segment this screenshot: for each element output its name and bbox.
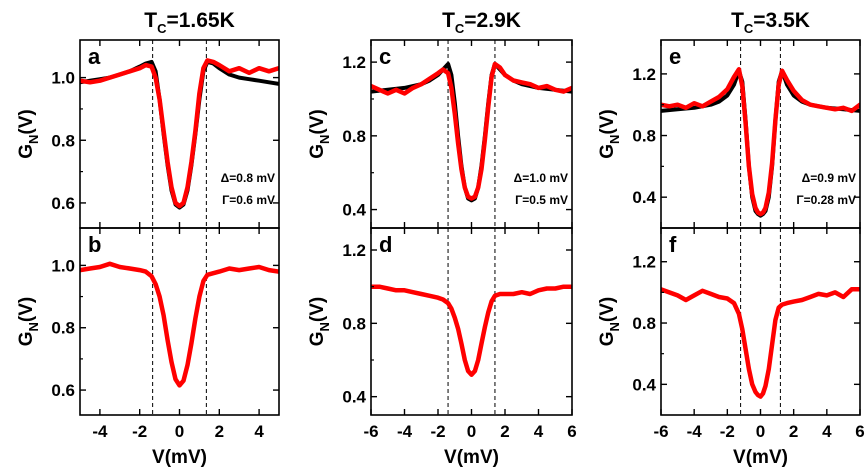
- y-tick-label: 1.2: [632, 65, 656, 84]
- panel-b: 0.6 0.8 1.0 -4 -2 0 2 4 b GN(V) V(mV): [16, 227, 280, 468]
- y-tick-label: 1.2: [632, 253, 656, 272]
- x-tick-label: -2: [132, 422, 147, 441]
- data-curve: [371, 284, 572, 377]
- series-group: [661, 67, 860, 218]
- y-axis-label: GN(V): [16, 297, 41, 347]
- x-tick-label: 0: [467, 422, 476, 441]
- panel-f: 0.4 0.8 1.2 -6 -4 -2 0 2 4 6 f GN(V) V(mV): [597, 227, 865, 468]
- y-tick-label: 0.6: [51, 381, 75, 400]
- y-tick-label: 0.8: [51, 319, 75, 338]
- plot-frame: [370, 227, 573, 416]
- y-tick-label: 1.0: [51, 256, 75, 275]
- column-title: TC=3.5K: [731, 9, 810, 36]
- y-axis-label: GN(V): [597, 297, 622, 347]
- y-tick-label: 1.2: [342, 241, 366, 260]
- series-group: [80, 58, 279, 210]
- series-group: [661, 287, 860, 399]
- x-tick-label: 2: [215, 422, 224, 441]
- panel-e: 0.4 0.8 1.2 e GN(V) Δ=0.9 mV Γ=0.28 mV TC=3.5K: [597, 9, 861, 229]
- data-curve: [371, 61, 572, 201]
- x-tick-label: 0: [175, 422, 184, 441]
- y-tick-label: 0.4: [342, 388, 366, 407]
- x-tick-label: -6: [653, 422, 668, 441]
- fit-parameter-label: Δ=1.0 mV: [514, 171, 568, 185]
- series-group: [80, 261, 279, 388]
- panel-letter: d: [379, 232, 392, 257]
- series-group: [371, 61, 572, 203]
- x-tick-label: -6: [363, 422, 378, 441]
- data-curve: [661, 287, 860, 399]
- data-curve: [661, 67, 860, 217]
- x-axis-label: V(mV): [152, 447, 207, 468]
- y-tick-label: 0.6: [51, 194, 75, 213]
- fit-parameter-label: Γ=0.6 mV: [222, 193, 275, 207]
- panel-letter: b: [88, 232, 101, 257]
- y-axis-label: GN(V): [16, 109, 41, 159]
- x-axis-label: V(mV): [444, 447, 499, 468]
- x-tick-label: -4: [687, 422, 703, 441]
- fit-parameter-label: Δ=0.9 mV: [802, 171, 856, 185]
- x-tick-label: -4: [92, 422, 108, 441]
- y-axis-label: GN(V): [307, 109, 332, 159]
- y-tick-label: 0.8: [51, 131, 75, 150]
- x-tick-label: 4: [534, 422, 544, 441]
- x-tick-label: 4: [254, 422, 264, 441]
- panel-a: 0.6 0.8 1.0 a GN(V) Δ=0.8 mV Γ=0.6 mV TC=1.65K: [16, 9, 280, 229]
- panel-letter: c: [379, 44, 391, 69]
- x-tick-label: 6: [855, 422, 864, 441]
- x-tick-label: 4: [822, 422, 832, 441]
- x-tick-label: 2: [500, 422, 509, 441]
- panel-c: 0.4 0.8 1.2 c GN(V) Δ=1.0 mV Γ=0.5 mV TC=2.9K: [307, 9, 573, 229]
- x-tick-label: -4: [397, 422, 413, 441]
- y-tick-label: 0.8: [342, 127, 366, 146]
- fit-parameter-label: Γ=0.5 mV: [515, 193, 568, 207]
- x-axis-label: V(mV): [733, 447, 788, 468]
- y-tick-label: 1.2: [342, 53, 366, 72]
- column-title: TC=1.65K: [144, 9, 235, 36]
- panel-letter: a: [88, 44, 101, 69]
- x-tick-label: -2: [720, 422, 735, 441]
- fit-curve: [80, 59, 279, 210]
- data-curve: [80, 261, 279, 388]
- y-tick-label: 0.4: [342, 201, 366, 220]
- x-tick-label: 6: [567, 422, 576, 441]
- x-tick-label: 2: [789, 422, 798, 441]
- y-tick-label: 0.8: [632, 314, 656, 333]
- fit-parameter-label: Δ=0.8 mV: [221, 171, 275, 185]
- data-curve: [80, 58, 279, 209]
- y-tick-label: 1.0: [51, 69, 75, 88]
- y-tick-label: 0.8: [342, 314, 366, 333]
- y-tick-label: 0.4: [632, 375, 656, 394]
- y-axis-label: GN(V): [597, 109, 622, 159]
- series-group: [371, 284, 572, 377]
- panel-letter: e: [669, 44, 681, 69]
- x-tick-label: 0: [756, 422, 765, 441]
- x-tick-label: -2: [430, 422, 445, 441]
- panel-d: 0.4 0.8 1.2 -6 -4 -2 0 2 4 6 d GN(V) V(mV): [307, 227, 577, 468]
- panel-letter: f: [669, 232, 677, 257]
- fit-parameter-label: Γ=0.28 mV: [796, 193, 856, 207]
- column-title: TC=2.9K: [442, 9, 521, 36]
- y-axis-label: GN(V): [307, 297, 332, 347]
- y-tick-label: 0.8: [632, 127, 656, 146]
- plot-frame: [660, 227, 861, 416]
- y-tick-label: 0.4: [632, 188, 656, 207]
